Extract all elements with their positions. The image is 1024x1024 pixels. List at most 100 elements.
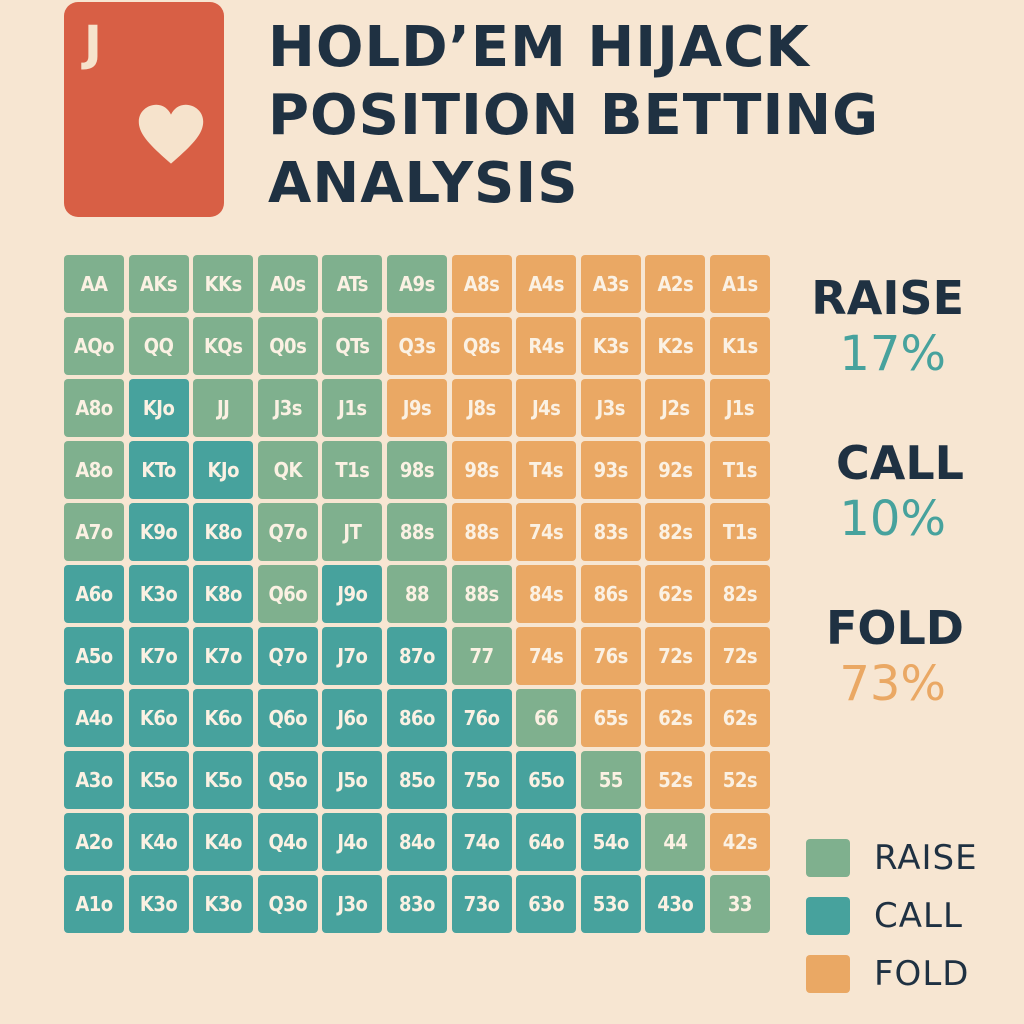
hand-cell: AA	[64, 255, 124, 313]
hand-cell: 85o	[386, 751, 447, 809]
hand-cell: 84s	[516, 565, 577, 623]
hand-cell: ATs	[322, 255, 383, 313]
hand-cell: T1s	[709, 441, 770, 499]
hand-cell: A0s	[257, 255, 318, 313]
hand-cell: QTs	[322, 317, 383, 375]
hand-cell: 74s	[516, 503, 577, 561]
hand-cell: AQo	[64, 317, 124, 375]
hand-cell: K2s	[645, 317, 706, 375]
hand-cell: 65s	[580, 689, 641, 747]
hand-cell: AKs	[128, 255, 189, 313]
call-stat-label: CALL	[836, 436, 964, 490]
hand-cell: K7o	[128, 627, 189, 685]
hand-cell: Q6o	[257, 565, 318, 623]
legend-item-raise: RAISE	[806, 838, 978, 878]
hand-cell: A2s	[645, 255, 706, 313]
legend-swatch-raise	[806, 839, 850, 877]
hand-cell: 43o	[645, 875, 706, 933]
hand-cell: J1s	[709, 379, 770, 437]
title-line-3: ANALYSIS	[268, 151, 579, 216]
hand-cell: K6o	[193, 689, 254, 747]
hand-cell: 77	[451, 627, 512, 685]
hand-cell: 42s	[709, 813, 770, 871]
legend-label: RAISE	[874, 838, 978, 878]
hand-cell: A8o	[64, 441, 124, 499]
hand-cell: 84o	[386, 813, 447, 871]
hand-cell: 98s	[386, 441, 447, 499]
hand-cell: A3s	[580, 255, 641, 313]
hand-cell: 52s	[645, 751, 706, 809]
hand-cell: 76o	[451, 689, 512, 747]
hand-cell: 73o	[451, 875, 512, 933]
hand-cell: KTo	[128, 441, 189, 499]
hand-cell: 83s	[580, 503, 641, 561]
hand-cell: 55	[580, 751, 641, 809]
hand-cell: A7o	[64, 503, 124, 561]
legend-label: CALL	[874, 896, 963, 936]
hand-cell: 98s	[451, 441, 512, 499]
hand-cell: J3s	[580, 379, 641, 437]
hand-cell: J9s	[386, 379, 447, 437]
hand-cell: KKs	[193, 255, 254, 313]
hand-cell: Q3s	[386, 317, 447, 375]
hand-cell: 92s	[645, 441, 706, 499]
hand-cell: A1s	[709, 255, 770, 313]
legend-label: FOLD	[874, 954, 970, 994]
hand-cell: Q5o	[257, 751, 318, 809]
hand-cell: A4s	[516, 255, 577, 313]
hand-cell: K3o	[128, 875, 189, 933]
hand-cell: 63o	[516, 875, 577, 933]
hand-cell: K4o	[193, 813, 254, 871]
hand-cell: K4o	[128, 813, 189, 871]
hand-cell: 62s	[645, 689, 706, 747]
hand-cell: 87o	[386, 627, 447, 685]
hand-cell: Q6o	[257, 689, 318, 747]
hand-cell: 88s	[451, 565, 512, 623]
hand-cell: J8s	[451, 379, 512, 437]
hand-cell: KJo	[193, 441, 254, 499]
legend-item-fold: FOLD	[806, 954, 969, 994]
hand-cell: 65o	[516, 751, 577, 809]
hand-cell: K8o	[193, 503, 254, 561]
card-rank: J	[84, 16, 102, 72]
hand-cell: Q7o	[257, 503, 318, 561]
hand-cell: 33	[709, 875, 770, 933]
hand-cell: Q3o	[257, 875, 318, 933]
hand-cell: Q4o	[257, 813, 318, 871]
hand-cell: A9s	[386, 255, 447, 313]
page-title: HOLD’EM HIJACK POSITION BETTING ANALYSIS	[268, 14, 880, 218]
legend-item-call: CALL	[806, 896, 963, 936]
hand-cell: 74o	[451, 813, 512, 871]
hand-cell: 86s	[580, 565, 641, 623]
hand-cell: T1s	[322, 441, 383, 499]
hand-cell: K3o	[128, 565, 189, 623]
hand-cell: 54o	[580, 813, 641, 871]
hand-cell: A8s	[451, 255, 512, 313]
legend-swatch-fold	[806, 955, 850, 993]
legend-swatch-call	[806, 897, 850, 935]
hand-cell: A8o	[64, 379, 124, 437]
fold-stat-value: 73%	[839, 656, 946, 712]
hand-cell: Q8s	[451, 317, 512, 375]
hand-cell: A2o	[64, 813, 124, 871]
hand-cell: 72s	[645, 627, 706, 685]
hand-cell: 82s	[645, 503, 706, 561]
hand-cell: J6o	[322, 689, 383, 747]
hand-cell: 93s	[580, 441, 641, 499]
title-line-2: POSITION BETTING	[268, 83, 880, 148]
hand-cell: K9o	[128, 503, 189, 561]
hand-cell: JJ	[193, 379, 254, 437]
raise-stat-label: RAISE	[811, 271, 964, 325]
hand-cell: 52s	[709, 751, 770, 809]
hand-cell: K5o	[193, 751, 254, 809]
hand-cell: K1s	[709, 317, 770, 375]
hand-cell: K3s	[580, 317, 641, 375]
fold-stat-label: FOLD	[825, 601, 964, 655]
hand-cell: K6o	[128, 689, 189, 747]
hand-cell: JT	[322, 503, 383, 561]
hand-cell: A3o	[64, 751, 124, 809]
hand-cell: J3s	[257, 379, 318, 437]
hand-cell: 86o	[386, 689, 447, 747]
hand-cell: 62s	[645, 565, 706, 623]
hand-cell: Q7o	[257, 627, 318, 685]
